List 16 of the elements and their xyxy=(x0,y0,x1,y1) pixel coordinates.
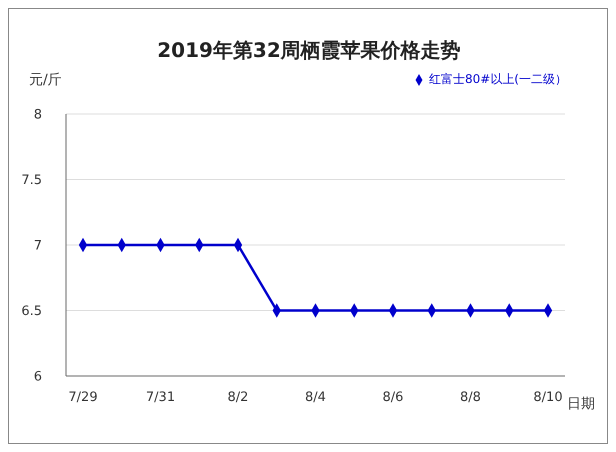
legend-label: 红富士80#以上(一二级） xyxy=(428,72,567,86)
y-tick-label: 7 xyxy=(34,238,42,254)
x-tick-label: 8/4 xyxy=(305,390,326,406)
x-tick-label: 7/29 xyxy=(68,390,98,406)
x-tick-label: 8/8 xyxy=(460,390,481,406)
x-tick-label: 7/31 xyxy=(146,390,176,406)
x-tick-label: 8/2 xyxy=(228,390,248,406)
y-tick-label: 7.5 xyxy=(21,173,42,188)
y-axis-title: 元/斤 xyxy=(29,71,62,89)
x-tick-label: 8/10 xyxy=(533,390,563,406)
y-tick-label: 6 xyxy=(34,370,42,385)
x-tick-label: 8/6 xyxy=(382,390,404,406)
x-axis-title: 日期 xyxy=(567,395,595,413)
chart-title: 2019年第32周栖霞苹果价格走势 xyxy=(156,37,462,64)
y-tick-label: 6.5 xyxy=(21,304,42,320)
y-tick-label: 8 xyxy=(34,108,42,123)
